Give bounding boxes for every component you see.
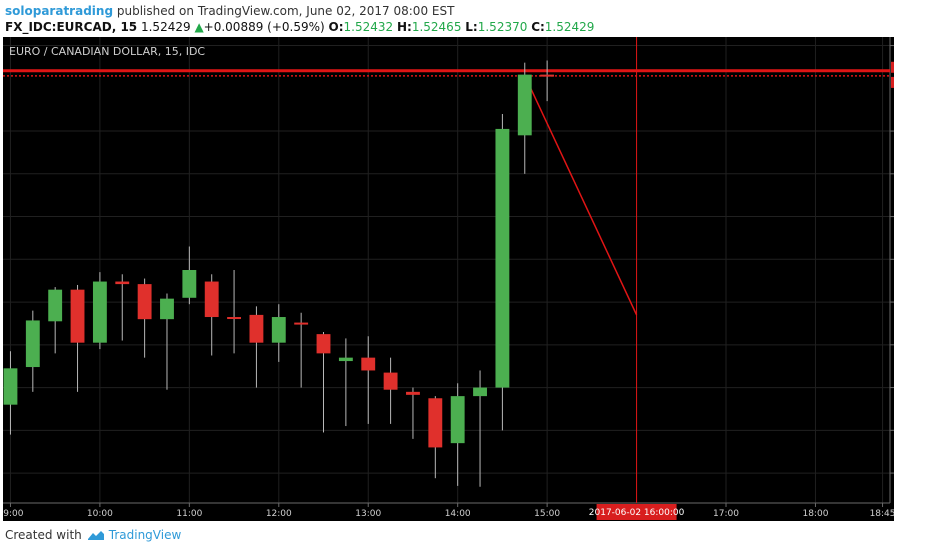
price-change: +0.00889 (+0.59%) (203, 20, 325, 34)
price-label-bg-1 (891, 76, 894, 88)
footer: Created with TradingView (5, 528, 181, 542)
x-tick-label-4: 13:00 (355, 509, 381, 519)
candle-body-0 (3, 368, 18, 405)
candle-body-22 (495, 128, 510, 388)
up-arrow-icon: ▲ (194, 20, 204, 34)
tradingview-logo-icon (87, 531, 104, 540)
candle-body-11 (249, 314, 264, 343)
candle-body-10 (227, 317, 241, 320)
candle-body-21 (473, 387, 487, 397)
candle-body-19 (428, 398, 443, 448)
low-value: 1.52370 (477, 20, 528, 34)
candle-body-14 (316, 334, 331, 354)
x-tick-label-1: 10:00 (87, 509, 113, 519)
x-tick-label-8: 18:00 (802, 509, 828, 519)
candle-body-18 (406, 391, 420, 395)
publish-header: soloparatrading published on TradingView… (5, 4, 454, 18)
candle-body-6 (137, 284, 152, 320)
open-value: 1.52432 (343, 20, 394, 34)
symbol-label: FX_IDC:EURCAD, 15 (5, 20, 138, 34)
candle-body-4 (92, 281, 107, 343)
x-tick-label-9: 18:45 (870, 509, 894, 519)
tradingview-link[interactable]: TradingView (87, 528, 182, 542)
brand-name: TradingView (108, 528, 182, 542)
high-value: 1.52465 (411, 20, 462, 34)
chart-background (3, 37, 894, 521)
chart-panel[interactable]: 1.515001.516001.517001.518001.519001.520… (3, 37, 894, 521)
candle-body-3 (70, 289, 85, 343)
chart-title: EURO / CANADIAN DOLLAR, 15, IDC (9, 45, 206, 58)
low-label: L: (465, 20, 478, 34)
open-label: O: (328, 20, 344, 34)
trend-line (527, 81, 638, 316)
x-tick-label-7: 17:00 (713, 509, 739, 519)
x-tick-label-6: 15:00 (534, 509, 560, 519)
candle-body-2 (48, 289, 63, 322)
close-label: C: (531, 20, 545, 34)
author-link[interactable]: soloparatrading (5, 4, 114, 18)
candle-body-16 (361, 357, 376, 371)
candle-body-15 (338, 357, 353, 362)
vertical-marker-label: 2017-06-02 16:00:00 (589, 508, 685, 518)
candle-body-13 (294, 322, 309, 325)
candle-body-24 (540, 74, 555, 77)
candle-body-20 (450, 396, 465, 444)
high-label: H: (396, 20, 412, 34)
candlestick-chart[interactable]: 1.515001.516001.517001.518001.519001.520… (3, 37, 894, 521)
publish-info: published on TradingView.com, June 02, 2… (116, 4, 455, 18)
candle-body-7 (160, 298, 174, 320)
close-value: 1.52429 (544, 20, 595, 34)
candle-body-5 (115, 281, 130, 285)
vertical-marker-label-bg (596, 504, 677, 520)
candle-body-23 (517, 74, 532, 136)
candle-body-17 (383, 372, 398, 390)
x-tick-label-2: 11:00 (176, 509, 202, 519)
created-with-text: Created with (5, 528, 82, 542)
candle-body-8 (182, 270, 197, 298)
candle-body-12 (271, 317, 286, 343)
last-price: 1.52429 (140, 20, 191, 34)
candle-body-1 (25, 320, 40, 368)
x-tick-label-3: 12:00 (266, 509, 292, 519)
symbol-header: FX_IDC:EURCAD, 15 1.52429 ▲+0.00889 (+0.… (5, 20, 594, 34)
x-tick-label-0: 09:00 (3, 509, 24, 519)
candle-body-9 (204, 281, 219, 318)
price-label-bg-0 (891, 61, 894, 73)
x-tick-label-5: 14:00 (445, 509, 471, 519)
